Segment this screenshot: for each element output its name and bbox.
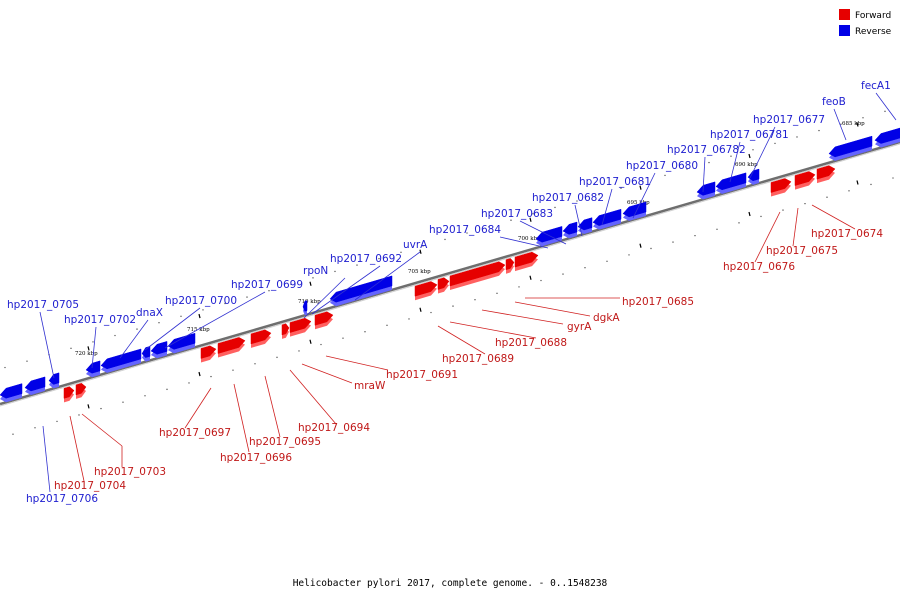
gene-label-hp2017-0691[interactable]: hp2017_0691: [386, 369, 458, 381]
gene-label-dnaX[interactable]: dnaX: [136, 307, 163, 319]
gene-label-hp2017-0703[interactable]: hp2017_0703: [94, 466, 166, 478]
gene-hp2017-0680[interactable]: [622, 201, 647, 221]
gene-label-hp2017-0684[interactable]: hp2017_0684: [429, 224, 501, 236]
gene-hp2017-0682[interactable]: [577, 217, 593, 234]
tick-marks: [4, 110, 894, 435]
gene-dnaX[interactable]: [100, 348, 142, 373]
scale-labels: 720 kbp 715 kbp 710 kbp 705 kbp 700 kbp …: [75, 121, 865, 357]
gene-label-hp2017-0674[interactable]: hp2017_0674: [811, 228, 883, 240]
gene-label-uvrA[interactable]: uvrA: [403, 239, 428, 251]
gene-dgkA[interactable]: [505, 258, 515, 274]
gene-label-hp2017-06782[interactable]: hp2017_06782: [667, 144, 746, 156]
legend-reverse-label: Reverse: [855, 27, 892, 37]
gene-hp2017-0676[interactable]: [770, 178, 792, 197]
gene-label-gyrA[interactable]: gyrA: [567, 321, 592, 333]
gene-hp2017-06781[interactable]: [715, 172, 747, 194]
gene-hp2017-0688[interactable]: [437, 277, 450, 294]
genome-caption: Helicobacter pylori 2017, complete genom…: [292, 578, 608, 589]
gene-hp2017-0674[interactable]: [816, 165, 836, 184]
gene-label-hp2017-0683[interactable]: hp2017_0683: [481, 208, 553, 220]
genome-backbone-shadow: [0, 143, 900, 407]
gene-hp2017-0706[interactable]: [0, 383, 23, 403]
gene-hp2017-0685[interactable]: [514, 251, 539, 272]
gene-label-hp2017-0695[interactable]: hp2017_0695: [249, 436, 321, 448]
gene-hp2017-0684[interactable]: [535, 226, 563, 247]
gene-hp2017-0703[interactable]: [75, 382, 87, 399]
gene-label-hp2017-0676[interactable]: hp2017_0676: [723, 261, 795, 273]
gene-hp2017-0677[interactable]: [747, 168, 760, 185]
gene-label-hp2017-0700[interactable]: hp2017_0700: [165, 295, 237, 307]
gene-fecA1[interactable]: [874, 127, 900, 148]
gene-feoB[interactable]: [828, 135, 873, 161]
gene-label-hp2017-0697[interactable]: hp2017_0697: [159, 427, 231, 439]
gene-label-hp2017-0688[interactable]: hp2017_0688: [495, 337, 567, 349]
gene-label-hp2017-0696[interactable]: hp2017_0696: [220, 452, 292, 464]
gene-label-hp2017-0677[interactable]: hp2017_0677: [753, 114, 825, 126]
kbp-705: 705 kbp: [408, 269, 431, 275]
gene-reverse-b[interactable]: [141, 346, 151, 362]
gene-label-hp2017-0705[interactable]: hp2017_0705: [7, 299, 79, 311]
gene-label-dgkA[interactable]: dgkA: [593, 312, 620, 324]
gene-label-fecA1[interactable]: fecA1: [861, 80, 891, 92]
kbp-720: 720 kbp: [75, 351, 98, 357]
legend-reverse-swatch: [839, 25, 850, 36]
gene-label-hp2017-0689[interactable]: hp2017_0689: [442, 353, 514, 365]
kbp-710: 710 kbp: [298, 299, 321, 305]
gene-hp2017-0691[interactable]: [314, 311, 334, 330]
gene-mraW[interactable]: [289, 317, 312, 337]
gene-hp2017-0689[interactable]: [414, 281, 438, 301]
forward-gene-labels: hp2017_0704 hp2017_0703 hp2017_0697 hp20…: [54, 228, 883, 492]
gene-label-hp2017-0681[interactable]: hp2017_0681: [579, 176, 651, 188]
gene-hp2017-0696[interactable]: [217, 337, 246, 358]
gene-hp2017-0700[interactable]: [150, 341, 168, 359]
gene-label-hp2017-0706[interactable]: hp2017_0706: [26, 493, 98, 505]
gene-hp2017-0702[interactable]: [85, 360, 101, 378]
gene-hp2017-0697[interactable]: [200, 345, 217, 363]
kbp-715: 715 kbp: [187, 327, 210, 333]
legend: Forward Reverse: [839, 9, 892, 37]
legend-forward-swatch: [839, 9, 850, 20]
gene-label-hp2017-0699[interactable]: hp2017_0699: [231, 279, 303, 291]
gene-rpoN[interactable]: [302, 300, 308, 316]
legend-forward-label: Forward: [855, 11, 891, 21]
gene-label-feoB[interactable]: feoB: [822, 96, 846, 108]
kbp-700: 700 kbp: [518, 236, 541, 242]
reverse-strand-genes: [0, 127, 900, 403]
gene-label-hp2017-0694[interactable]: hp2017_0694: [298, 422, 370, 434]
gene-hp2017-0675[interactable]: [794, 171, 816, 190]
gene-label-hp2017-0704[interactable]: hp2017_0704: [54, 480, 126, 492]
gene-label-hp2017-0685[interactable]: hp2017_0685: [622, 296, 694, 308]
gene-label-hp2017-0682[interactable]: hp2017_0682: [532, 192, 604, 204]
gene-label-mraW[interactable]: mraW: [354, 380, 386, 392]
gene-hp2017-0694[interactable]: [281, 323, 290, 339]
gene-hp2017-06782[interactable]: [696, 181, 716, 200]
gene-hp2017-0705[interactable]: [48, 372, 60, 389]
reverse-gene-labels: hp2017_0705 hp2017_0706 hp2017_0702 dnaX…: [7, 80, 891, 505]
label-leader-lines: [39, 92, 897, 493]
gene-label-rpoN[interactable]: rpoN: [303, 265, 328, 277]
forward-strand-genes: [63, 165, 836, 403]
gene-label-hp2017-06781[interactable]: hp2017_06781: [710, 129, 789, 141]
gene-label-hp2017-0702[interactable]: hp2017_0702: [64, 314, 136, 326]
gene-hp2017-0695[interactable]: [250, 329, 272, 348]
gene-hp2017-0683[interactable]: [562, 221, 578, 239]
gene-hp2017-0699[interactable]: [167, 332, 196, 354]
kbp-685: 685 kbp: [842, 121, 865, 127]
kbp-695: 695 kbp: [627, 200, 650, 206]
gene-hp2017-0681[interactable]: [592, 208, 622, 230]
gene-label-hp2017-0692[interactable]: hp2017_0692: [330, 253, 402, 265]
gene-label-hp2017-0675[interactable]: hp2017_0675: [766, 245, 838, 257]
gene-gyrA[interactable]: [449, 261, 506, 291]
kbp-690: 690 kbp: [735, 162, 758, 168]
gene-reverse-a[interactable]: [24, 376, 46, 395]
gene-hp2017-0704[interactable]: [63, 386, 75, 403]
gene-uvrA[interactable]: [329, 275, 393, 307]
gene-label-hp2017-0680[interactable]: hp2017_0680: [626, 160, 698, 172]
